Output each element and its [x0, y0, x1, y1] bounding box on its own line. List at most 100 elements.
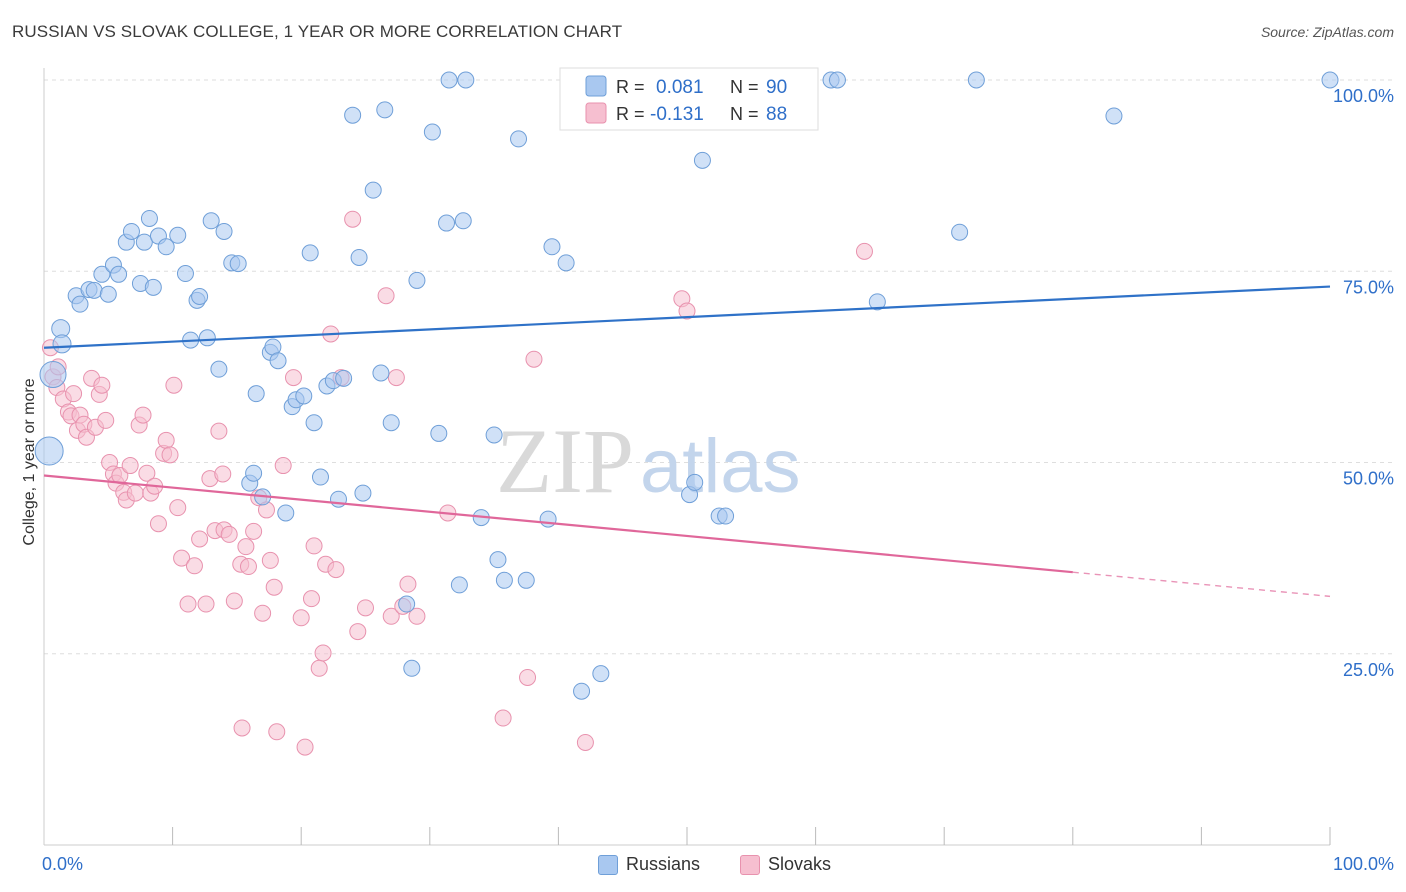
russians-point	[450, 576, 468, 594]
russians-point	[489, 551, 507, 569]
russians-point	[408, 271, 426, 289]
russians-point	[951, 223, 969, 241]
russians-point	[247, 385, 265, 403]
russians-point	[99, 285, 117, 303]
russians-n-label: N =	[730, 77, 759, 97]
trend-lines	[43, 285, 1331, 598]
watermark-atlas: atlas	[640, 424, 801, 509]
slovaks-point	[210, 422, 228, 440]
slovaks-point	[261, 551, 279, 569]
slovaks-point	[237, 538, 255, 556]
slovaks-point	[179, 595, 197, 613]
russians-point	[169, 226, 187, 244]
slovaks-point	[185, 557, 203, 575]
russians-point	[157, 238, 175, 256]
legend-slovaks-swatch	[740, 854, 760, 875]
slovaks-trend-line	[43, 474, 1073, 574]
russians-swatch	[585, 75, 607, 97]
slovaks-point	[678, 302, 696, 320]
legend-slovaks-label: Slovaks	[768, 854, 832, 874]
russians-point	[717, 507, 735, 525]
slovaks-n-label: N =	[730, 104, 759, 124]
slovaks-point	[292, 609, 310, 627]
slovaks-point	[138, 464, 156, 482]
slovaks-point	[349, 623, 367, 641]
slovaks-point	[519, 668, 537, 686]
slovaks-point	[268, 723, 286, 741]
slovaks-point	[357, 599, 374, 617]
slovaks-point	[274, 457, 292, 475]
russians-point	[110, 265, 128, 283]
y-axis-label: College, 1 year or more	[21, 378, 38, 545]
slovaks-point	[314, 644, 332, 662]
russians-point	[457, 71, 475, 89]
russians-point	[557, 254, 575, 272]
legend-russians: Russians	[598, 854, 700, 875]
russians-trend-line	[43, 285, 1331, 349]
slovaks-point	[284, 369, 302, 387]
x-tick-label: 100.0%	[1333, 854, 1394, 874]
russians-point	[438, 214, 456, 232]
russians-point	[403, 659, 421, 677]
russians-point	[335, 369, 353, 387]
slovaks-point	[344, 210, 362, 228]
russians-point	[198, 329, 216, 347]
russians-point	[1321, 71, 1339, 89]
slovaks-point	[126, 484, 144, 502]
russians-point	[868, 293, 886, 311]
russians-point	[686, 473, 704, 491]
russians-point	[85, 281, 103, 299]
russians-point	[295, 387, 313, 405]
slovaks-point	[197, 595, 215, 613]
y-tick-label: 75.0%	[1343, 277, 1394, 297]
slovaks-point	[525, 350, 543, 368]
slovaks-point	[382, 607, 400, 625]
russians-point	[1105, 107, 1123, 125]
russians-point	[140, 209, 158, 227]
slovaks-point	[93, 376, 111, 394]
russians-r-value: 0.081	[656, 77, 704, 98]
russians-point	[573, 682, 591, 700]
russians-point	[305, 414, 323, 432]
slovaks-point	[121, 457, 139, 475]
russians-point	[135, 233, 153, 251]
russians-point	[423, 123, 441, 141]
russians-point	[329, 490, 347, 508]
russians-point	[277, 504, 295, 522]
slovaks-point	[157, 431, 175, 449]
russians-point	[301, 244, 319, 262]
y-tick-label: 50.0%	[1343, 469, 1394, 489]
slovaks-point	[302, 590, 320, 608]
slovaks-point	[220, 525, 238, 543]
slovaks-r-label: R =	[616, 104, 645, 124]
slovaks-point	[265, 578, 283, 596]
russians-point	[539, 510, 557, 528]
source-credit: Source: ZipAtlas.com	[1260, 24, 1394, 40]
russians-point	[245, 464, 263, 482]
slovaks-point	[855, 242, 873, 260]
russians-point	[592, 665, 610, 683]
russians-point	[510, 130, 528, 148]
legend-russians-label: Russians	[626, 854, 701, 874]
slovaks-point	[399, 575, 417, 593]
russians-point	[191, 287, 209, 305]
russians-point	[430, 424, 448, 442]
slovaks-point	[214, 465, 232, 483]
russians-point	[311, 468, 329, 486]
slovaks-point	[310, 659, 328, 677]
slovaks-point	[245, 522, 263, 540]
slovaks-point	[494, 709, 512, 727]
russians-point	[39, 361, 67, 389]
slovaks-point	[173, 549, 191, 567]
russians-point	[828, 71, 846, 89]
watermark-zip: ZIP	[496, 410, 634, 512]
russians-point	[517, 571, 535, 589]
slovaks-point	[191, 530, 209, 548]
slovaks-point	[149, 515, 167, 533]
x-tick-label: 0.0%	[42, 854, 83, 874]
russians-r-label: R =	[616, 77, 645, 97]
russians-point	[176, 265, 194, 283]
slovaks-trend-extension	[1072, 571, 1331, 598]
slovaks-point	[233, 719, 251, 737]
